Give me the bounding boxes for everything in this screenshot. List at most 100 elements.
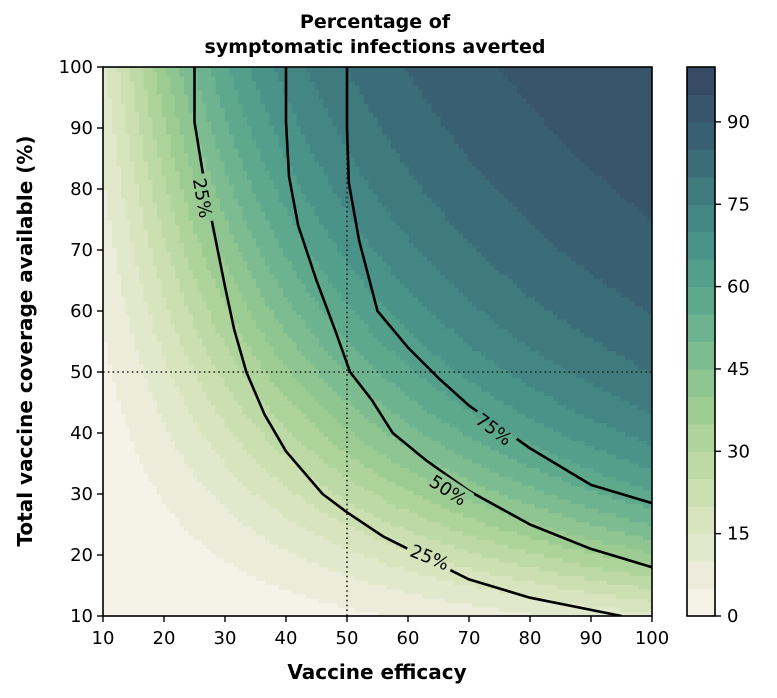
contour-cell: [274, 220, 280, 226]
contour-cell: [233, 368, 239, 374]
contour-cell: [215, 521, 221, 527]
contour-cell: [112, 386, 118, 392]
contour-cell: [152, 278, 158, 284]
contour-cell: [161, 418, 167, 424]
contour-cell: [125, 521, 131, 527]
contour-cell: [193, 494, 199, 500]
contour-cell: [134, 404, 140, 410]
contour-cell: [206, 391, 212, 397]
contour-cell: [242, 67, 248, 73]
contour-cell: [283, 512, 289, 518]
contour-cell: [161, 364, 167, 370]
contour-cell: [161, 319, 167, 325]
contour-cell: [175, 548, 181, 554]
contour-cell: [166, 296, 172, 302]
contour-cell: [139, 409, 145, 415]
contour-cell: [220, 305, 226, 311]
contour-cell: [197, 251, 203, 257]
contour-cell: [283, 377, 289, 383]
contour-cell: [179, 85, 185, 91]
contour-cell: [247, 296, 253, 302]
contour-cell: [269, 521, 275, 527]
contour-cell: [184, 251, 190, 257]
contour-cell: [157, 539, 163, 545]
contour-cell: [193, 256, 199, 262]
contour-cell: [121, 224, 127, 230]
contour-cell: [179, 148, 185, 154]
contour-cell: [188, 157, 194, 163]
contour-cell: [175, 314, 181, 320]
contour-cell: [188, 94, 194, 100]
contour-cell: [220, 391, 226, 397]
contour-cell: [143, 607, 149, 613]
contour-cell: [256, 116, 262, 122]
contour-cell: [206, 301, 212, 307]
contour-cell: [238, 323, 244, 329]
contour-cell: [215, 211, 221, 217]
contour-cell: [278, 517, 284, 523]
contour-cell: [125, 409, 131, 415]
contour-cell: [260, 458, 266, 464]
contour-cell: [179, 166, 185, 172]
contour-cell: [112, 544, 118, 550]
contour-cell: [260, 314, 266, 320]
contour-cell: [202, 553, 208, 559]
contour-cell: [229, 395, 235, 401]
contour-cell: [193, 242, 199, 248]
contour-cell: [157, 602, 163, 608]
contour-cell: [143, 557, 149, 563]
contour-cell: [278, 175, 284, 181]
contour-cell: [184, 314, 190, 320]
contour-cell: [224, 571, 230, 577]
contour-cell: [188, 580, 194, 586]
contour-cell: [283, 238, 289, 244]
contour-cell: [134, 103, 140, 109]
contour-cell: [211, 413, 217, 419]
contour-cell: [242, 170, 248, 176]
contour-cell: [175, 485, 181, 491]
contour-cell: [134, 427, 140, 433]
contour-cell: [175, 251, 181, 257]
contour-cell: [157, 238, 163, 244]
contour-cell: [193, 602, 199, 608]
contour-cell: [121, 256, 127, 262]
contour-cell: [112, 526, 118, 532]
contour-cell: [188, 278, 194, 284]
contour-cell: [215, 395, 221, 401]
contour-cell: [247, 89, 253, 95]
contour-cell: [220, 238, 226, 244]
contour-cell: [202, 260, 208, 266]
contour-cell: [283, 278, 289, 284]
contour-cell: [139, 71, 145, 77]
contour-cell: [130, 193, 136, 199]
contour-cell: [269, 278, 275, 284]
contour-cell: [220, 368, 226, 374]
contour-cell: [229, 175, 235, 181]
contour-cell: [184, 242, 190, 248]
contour-cell: [256, 328, 262, 334]
contour-cell: [238, 197, 244, 203]
contour-cell: [188, 184, 194, 190]
contour-cell: [103, 260, 109, 266]
contour-cell: [175, 211, 181, 217]
contour-cell: [238, 121, 244, 127]
contour-cell: [116, 274, 122, 280]
contour-cell: [251, 116, 257, 122]
contour-cell: [283, 566, 289, 572]
contour-cell: [175, 517, 181, 523]
contour-cell: [121, 454, 127, 460]
contour-cell: [269, 341, 275, 347]
contour-cell: [233, 575, 239, 581]
contour-cell: [188, 481, 194, 487]
contour-cell: [283, 143, 289, 149]
contour-cell: [161, 157, 167, 163]
contour-cell: [130, 373, 136, 379]
contour-cell: [103, 463, 109, 469]
contour-cell: [197, 112, 203, 118]
contour-cell: [229, 431, 235, 437]
contour-cell: [278, 323, 284, 329]
contour-cell: [242, 436, 248, 442]
contour-cell: [202, 589, 208, 595]
contour-cell: [202, 472, 208, 478]
contour-cell: [229, 548, 235, 554]
